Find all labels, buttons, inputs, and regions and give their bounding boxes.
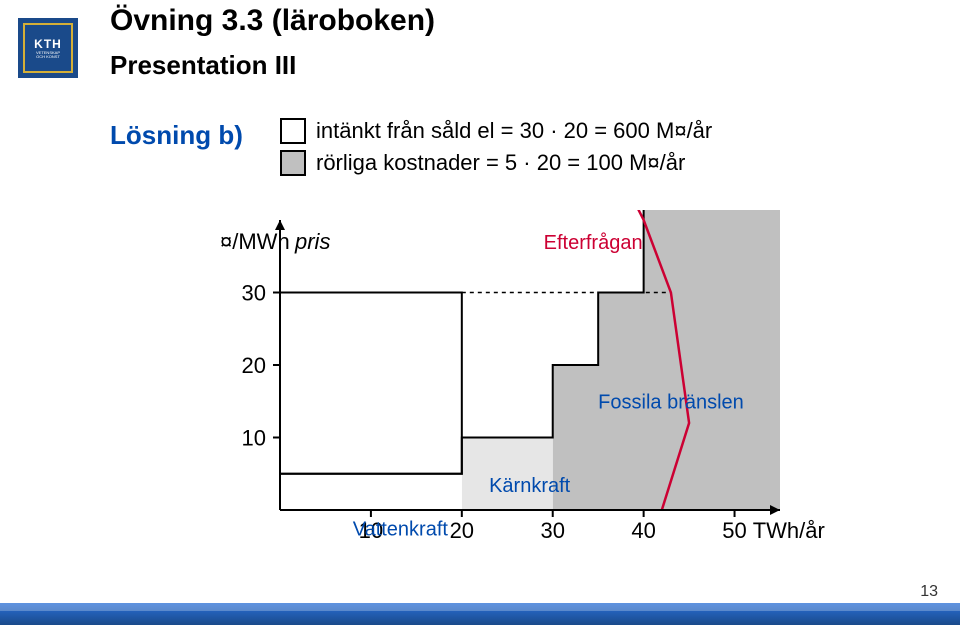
y-tick-label: 30 xyxy=(242,281,266,306)
efterfragan-label: Efterfrågan xyxy=(544,232,643,254)
x-axis-label: TWh/år xyxy=(753,518,825,543)
legend-row-2: rörliga kostnader = 5 · 20 = 100 M¤/år xyxy=(280,150,712,176)
kth-logo: KTH VETENSKAPOCH KONST xyxy=(18,18,78,78)
page-title: Övning 3.3 (läroboken) xyxy=(110,4,435,38)
footer-shine xyxy=(0,603,960,611)
chart-svg: 1020304050102030¤/MWhprisTWh/årVattenkra… xyxy=(180,210,880,560)
x-tick-label: 50 xyxy=(722,518,746,543)
karnkraft-label: Kärnkraft xyxy=(489,475,571,497)
vattenkraft-region xyxy=(280,474,462,510)
fossila-region xyxy=(553,210,780,510)
legend: intänkt från såld el = 30 · 20 = 600 M¤/… xyxy=(280,118,712,182)
kth-logo-frame: KTH VETENSKAPOCH KONST xyxy=(23,23,73,73)
y-tick-label: 10 xyxy=(242,426,266,451)
x-tick-label: 20 xyxy=(450,518,474,543)
kth-logo-subtext: VETENSKAPOCH KONST xyxy=(36,51,60,59)
fossila-label: Fossila bränslen xyxy=(598,392,744,414)
legend-text-2: rörliga kostnader = 5 · 20 = 100 M¤/år xyxy=(316,150,685,176)
x-tick-label: 40 xyxy=(631,518,655,543)
x-tick-label: 30 xyxy=(540,518,564,543)
supply-demand-chart: 1020304050102030¤/MWhprisTWh/årVattenkra… xyxy=(180,210,880,560)
losning-label: Lösning b) xyxy=(110,120,243,151)
page-number: 13 xyxy=(920,583,938,601)
legend-box-2 xyxy=(280,150,306,176)
legend-box-1 xyxy=(280,118,306,144)
y-axis-label: ¤/MWh xyxy=(220,229,290,254)
page-subtitle: Presentation III xyxy=(110,50,296,81)
pris-label: pris xyxy=(294,229,330,254)
y-tick-label: 20 xyxy=(242,353,266,378)
karnkraft-region xyxy=(462,438,553,511)
intankt-box xyxy=(280,293,462,474)
legend-text-1: intänkt från såld el = 30 · 20 = 600 M¤/… xyxy=(316,118,712,144)
vattenkraft-label: Vattenkraft xyxy=(353,518,449,540)
footer-bar xyxy=(0,603,960,625)
kth-logo-text: KTH xyxy=(34,37,62,51)
legend-row-1: intänkt från såld el = 30 · 20 = 600 M¤/… xyxy=(280,118,712,144)
